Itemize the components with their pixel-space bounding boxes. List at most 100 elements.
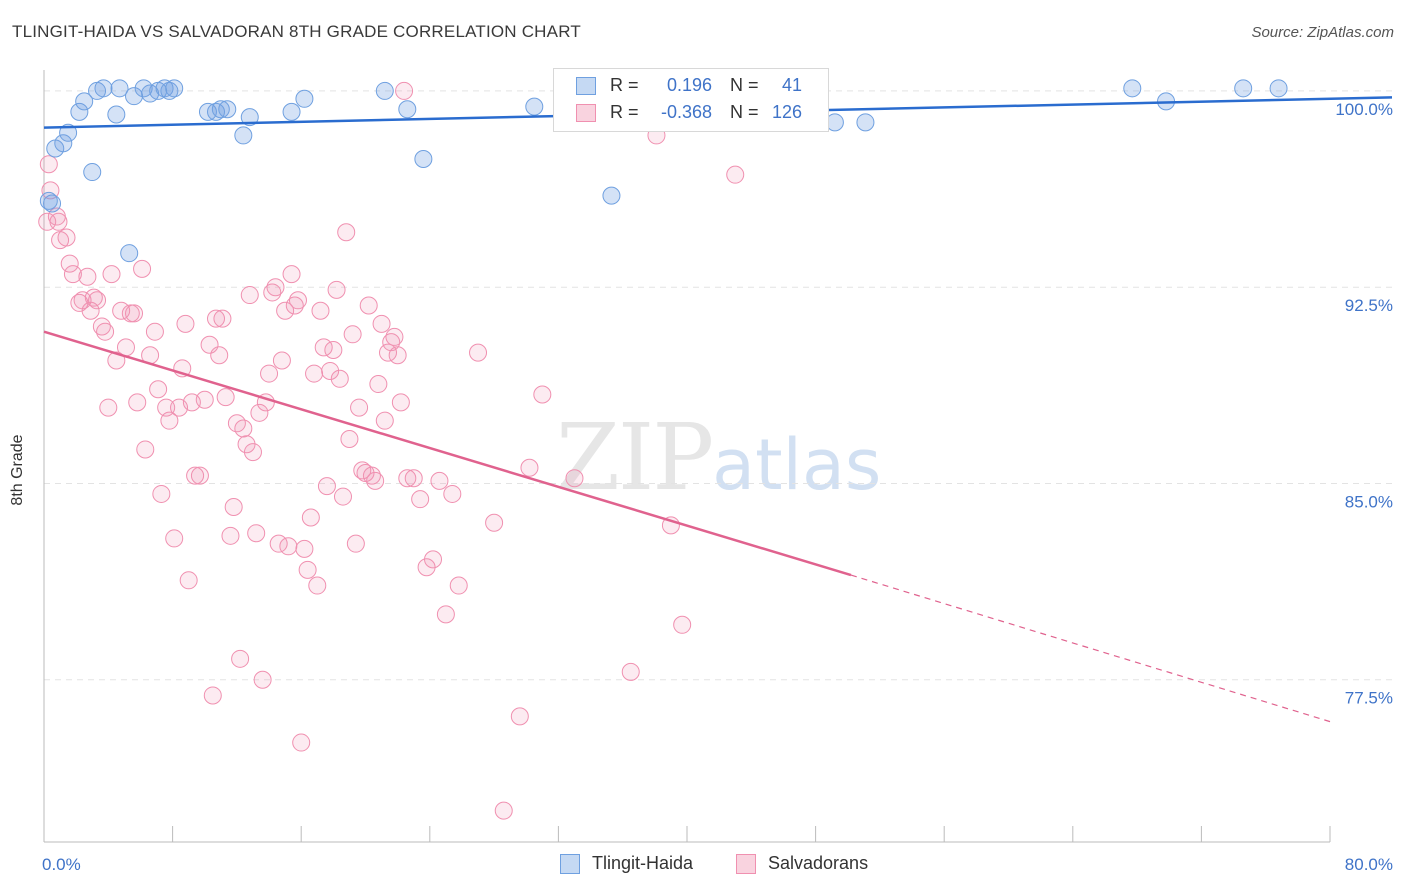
salvadorans-point [411, 490, 430, 509]
salvadorans-point [128, 393, 147, 412]
tlingit-haida-point [218, 100, 237, 119]
gridlines [44, 90, 1392, 681]
tick-labels: 77.5% 85.0% 92.5% 100.0% 0.0% 80.0% [42, 100, 1393, 874]
tlingit-haida-point [94, 79, 113, 98]
data-points [38, 79, 1288, 820]
tlingit-haida-point [59, 123, 78, 142]
trend-lines [43, 96, 1393, 723]
salvadorans-point [436, 605, 455, 624]
legend-row-salvadorans: R = -0.368 N = 126 [554, 101, 828, 127]
tlingit-haida-point [43, 194, 62, 213]
tlingit-haida-point [39, 191, 58, 210]
salvadorans-point [99, 398, 118, 417]
salvadorans-point [565, 469, 584, 488]
tlingit-haida-point [602, 186, 621, 205]
salvadorans-point [533, 385, 552, 404]
salvadorans-point [165, 529, 184, 548]
salvadorans-trend-line [43, 330, 852, 577]
salvadorans-point [224, 498, 243, 517]
salvadorans-point [84, 288, 103, 307]
legend-r-label: R = [610, 75, 639, 95]
salvadorans-point [443, 484, 462, 503]
salvadorans-point [301, 508, 320, 527]
salvadorans-point [285, 296, 304, 315]
tlingit-haida-point [295, 89, 314, 108]
salvadorans-point [186, 466, 205, 485]
salvadorans-point [333, 487, 352, 506]
legend-n-value: 126 [771, 102, 802, 122]
legend-r-value: 0.196 [666, 75, 712, 95]
salvadorans-point [469, 343, 488, 362]
legend-swatch-blue [576, 77, 596, 95]
legend-row-tlingit-haida: R = 0.196 N = 41 [554, 74, 828, 100]
tlingit-haida-point [54, 134, 73, 153]
salvadorans-point [398, 469, 417, 488]
salvadorans-point [520, 458, 539, 477]
salvadorans-point [372, 314, 391, 333]
salvadorans-trend-extension [850, 574, 1331, 723]
salvadorans-point [276, 301, 295, 320]
salvadorans-point [234, 419, 253, 438]
salvadorans-point [221, 526, 240, 545]
salvadorans-point [190, 466, 209, 485]
tlingit-haida-point [1234, 79, 1253, 98]
salvadorans-point [250, 403, 269, 422]
salvadorans-point [279, 537, 298, 556]
salvadorans-point [340, 429, 359, 448]
chart-title: TLINGIT-HAIDA VS SALVADORAN 8TH GRADE CO… [12, 22, 581, 41]
salvadorans-point [359, 296, 378, 315]
salvadorans-point [266, 278, 285, 297]
salvadorans-point [125, 304, 144, 323]
salvadorans-point [404, 469, 423, 488]
tlingit-haida-point [165, 79, 184, 98]
salvadorans-point [350, 398, 369, 417]
legend-n-value: 41 [781, 75, 802, 95]
salvadorans-point [343, 325, 362, 344]
salvadorans-point [263, 283, 282, 302]
tlingit-haida-point [1123, 79, 1142, 98]
salvadorans-point [88, 291, 107, 310]
tlingit-haida-point [207, 102, 226, 121]
salvadorans-point [272, 351, 291, 370]
salvadorans-point [305, 364, 324, 383]
tlingit-haida-point [234, 126, 253, 145]
salvadorans-point [92, 317, 111, 336]
salvadorans-point [494, 801, 513, 820]
salvadorans-point [243, 443, 262, 462]
salvadorans-point [621, 662, 640, 681]
salvadorans-point [726, 165, 745, 184]
salvadorans-point [388, 346, 407, 365]
salvadorans-point [160, 411, 179, 430]
series-legend-label: Salvadorans [768, 853, 869, 873]
salvadorans-point [179, 571, 198, 590]
salvadorans-point [288, 291, 307, 310]
salvadorans-point [449, 576, 468, 595]
salvadorans-point [152, 484, 171, 503]
salvadorans-point [207, 309, 226, 328]
salvadorans-point [324, 341, 343, 360]
legend-r-value: -0.368 [660, 102, 712, 122]
salvadorans-point [203, 686, 222, 705]
tlingit-haida-point [211, 100, 230, 119]
salvadorans-point [292, 733, 311, 752]
salvadorans-point [330, 369, 349, 388]
tlingit-haida-point [1269, 79, 1288, 98]
tlingit-haida-point [125, 87, 144, 106]
salvadorans-point [216, 388, 235, 407]
tlingit-haida-point [375, 81, 394, 100]
y-tick-label: 85.0% [1345, 492, 1393, 511]
salvadorans-point [96, 322, 115, 341]
salvadorans-point [430, 471, 449, 490]
salvadorans-point [311, 301, 330, 320]
salvadorans-point [107, 351, 126, 370]
tlingit-haida-point [398, 100, 417, 119]
salvadorans-point [353, 461, 372, 480]
salvadorans-point [145, 322, 164, 341]
legend-r-label: R = [610, 102, 639, 122]
salvadorans-point [39, 155, 58, 174]
salvadorans-point [321, 361, 340, 380]
legend-n-label: N = [730, 102, 759, 122]
salvadorans-point [375, 411, 394, 430]
salvadorans-point [253, 670, 272, 689]
